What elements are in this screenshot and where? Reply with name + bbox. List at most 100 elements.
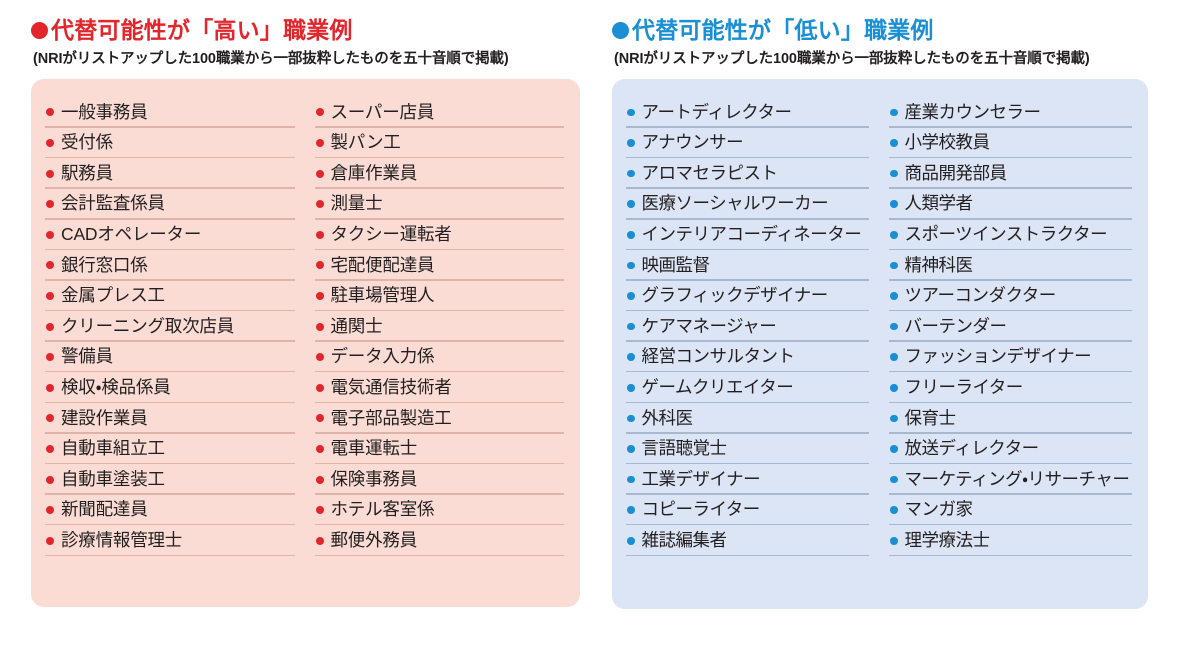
list-item[interactable]: 金属プレス工 <box>45 281 295 312</box>
list-item[interactable]: マーケティング・リサーチャー <box>889 464 1132 495</box>
list-item[interactable]: ツアーコンダクター <box>889 281 1132 312</box>
job-label: 産業カウンセラー <box>904 101 1042 122</box>
blue-dot-icon <box>890 200 898 208</box>
list-item[interactable]: 新聞配達員 <box>45 495 295 526</box>
list-item[interactable]: 医療ソーシャルワーカー <box>626 189 869 220</box>
list-item[interactable]: 小学校教員 <box>889 128 1132 159</box>
list-item[interactable]: 通関士 <box>314 311 565 342</box>
blue-dot-icon <box>627 169 635 178</box>
job-label: スーパー店員 <box>330 101 435 122</box>
red-dot-icon <box>315 536 324 545</box>
list-item[interactable]: グラフィックデザイナー <box>626 281 869 312</box>
red-dot-icon <box>46 200 54 209</box>
red-dot-icon <box>315 108 324 117</box>
job-label: 医療ソーシャルワーカー <box>641 193 829 214</box>
list-item[interactable]: 工業デザイナー <box>626 464 869 495</box>
list-item[interactable]: 精神科医 <box>889 250 1132 281</box>
list-item[interactable]: ゲームクリエイター <box>626 372 869 403</box>
list-item[interactable]: 映画監督 <box>626 250 869 281</box>
red-dot-icon <box>46 475 54 484</box>
job-label: 精神科医 <box>904 254 974 275</box>
list-item[interactable]: 保険事務員 <box>314 464 565 495</box>
panel-high-subtitle: (NRIがリストアップした100職業から一部抜粋したものを五十音順で掲載) <box>33 51 509 68</box>
list-item[interactable]: 測量士 <box>314 189 565 220</box>
red-dot-icon <box>46 383 54 392</box>
red-dot-icon <box>315 383 324 392</box>
list-item[interactable]: タクシー運転者 <box>314 220 565 251</box>
list-item[interactable]: コピーライター <box>626 495 869 526</box>
job-list-card-high: 一般事務員 受付係 駅務員 会計監査係員 CADオペレーター 銀行窓口係 金属プ… <box>31 79 580 608</box>
list-item[interactable]: 外科医 <box>626 403 869 434</box>
job-label: タクシー運転者 <box>330 224 452 245</box>
red-dot-icon <box>315 139 324 148</box>
panel-low-substitutability: 代替可能性が「低い」職業例 (NRIがリストアップした100職業から一部抜粋した… <box>600 0 1200 664</box>
job-label: 測量士 <box>330 193 383 214</box>
blue-dot-icon <box>890 292 898 300</box>
list-item[interactable]: アナウンサー <box>626 128 869 159</box>
list-item[interactable]: 雑誌編集者 <box>626 525 869 556</box>
list-item[interactable]: ケアマネージャー <box>626 311 869 342</box>
list-item[interactable]: 郵便外務員 <box>314 525 565 556</box>
list-item[interactable]: 診療情報管理士 <box>45 525 295 556</box>
blue-dot-icon <box>627 231 635 239</box>
list-item[interactable]: 電気通信技術者 <box>314 372 565 403</box>
blue-dot-icon <box>627 353 635 361</box>
list-item[interactable]: 検収・検品係員 <box>45 372 295 403</box>
blue-dot-icon <box>890 445 898 453</box>
job-label: 金属プレス工 <box>61 285 165 306</box>
list-item[interactable]: スーパー店員 <box>314 97 565 128</box>
list-item[interactable]: 電車運転士 <box>314 434 565 465</box>
job-label: CADオペレーター <box>61 224 202 245</box>
blue-dot-icon <box>890 261 898 270</box>
blue-dot-icon <box>890 139 898 147</box>
job-label: 放送ディレクター <box>904 438 1040 459</box>
job-label: 小学校教員 <box>904 132 991 153</box>
list-item[interactable]: 電子部品製造工 <box>314 403 565 434</box>
list-item[interactable]: 一般事務員 <box>45 97 295 128</box>
panel-high-title: 代替可能性が「高い」職業例 <box>51 17 353 43</box>
list-item[interactable]: 自動車組立工 <box>45 434 295 465</box>
list-item[interactable]: 宅配便配達員 <box>314 250 565 281</box>
list-item[interactable]: 駅務員 <box>45 158 295 189</box>
list-item[interactable]: 警備員 <box>45 342 295 373</box>
job-label: スポーツインストラクター <box>904 224 1108 245</box>
list-item[interactable]: CADオペレーター <box>45 220 295 251</box>
list-item[interactable]: 自動車塗装工 <box>45 464 295 495</box>
list-item[interactable]: ホテル客室係 <box>314 495 565 526</box>
list-item[interactable]: ファッションデザイナー <box>889 342 1132 373</box>
list-item[interactable]: 理学療法士 <box>889 525 1132 556</box>
list-item[interactable]: データ入力係 <box>314 342 565 373</box>
red-dot-icon <box>315 444 324 453</box>
list-item[interactable]: 保育士 <box>889 403 1132 434</box>
list-item[interactable]: 人類学者 <box>889 189 1132 220</box>
job-label: 電気通信技術者 <box>330 377 452 398</box>
list-item[interactable]: インテリアコーディネーター <box>626 220 869 251</box>
list-item[interactable]: 言語聴覚士 <box>626 434 869 465</box>
red-dot-icon <box>46 108 54 117</box>
list-item[interactable]: クリーニング取次店員 <box>45 311 295 342</box>
list-item[interactable]: 建設作業員 <box>45 403 295 434</box>
list-item[interactable]: マンガ家 <box>889 495 1132 526</box>
list-item[interactable]: 会計監査係員 <box>45 189 295 220</box>
list-item[interactable]: 受付係 <box>45 128 295 159</box>
job-label: 銀行窓口係 <box>61 254 148 275</box>
list-item[interactable]: バーテンダー <box>889 311 1132 342</box>
job-label: フリーライター <box>904 377 1024 398</box>
blue-dot-icon <box>890 475 898 484</box>
list-item[interactable]: フリーライター <box>889 372 1132 403</box>
list-item[interactable]: アロマセラピスト <box>626 158 869 189</box>
list-item[interactable]: 倉庫作業員 <box>314 158 565 189</box>
list-item[interactable]: 駐車場管理人 <box>314 281 565 312</box>
list-item[interactable]: 銀行窓口係 <box>45 250 295 281</box>
list-item[interactable]: 製パン工 <box>314 128 565 159</box>
job-column-high-2: スーパー店員 製パン工 倉庫作業員 測量士 タクシー運転者 宅配便配達員 駐車場… <box>314 97 565 577</box>
list-item[interactable]: 放送ディレクター <box>889 434 1132 465</box>
blue-dot-icon <box>627 292 635 300</box>
list-item[interactable]: スポーツインストラクター <box>889 220 1132 251</box>
list-item[interactable]: 経営コンサルタント <box>626 342 869 373</box>
list-item[interactable]: 産業カウンセラー <box>889 97 1132 128</box>
list-item[interactable]: アートディレクター <box>626 97 869 128</box>
job-label: 商品開発部員 <box>904 162 1008 183</box>
list-item[interactable]: 商品開発部員 <box>889 158 1132 189</box>
